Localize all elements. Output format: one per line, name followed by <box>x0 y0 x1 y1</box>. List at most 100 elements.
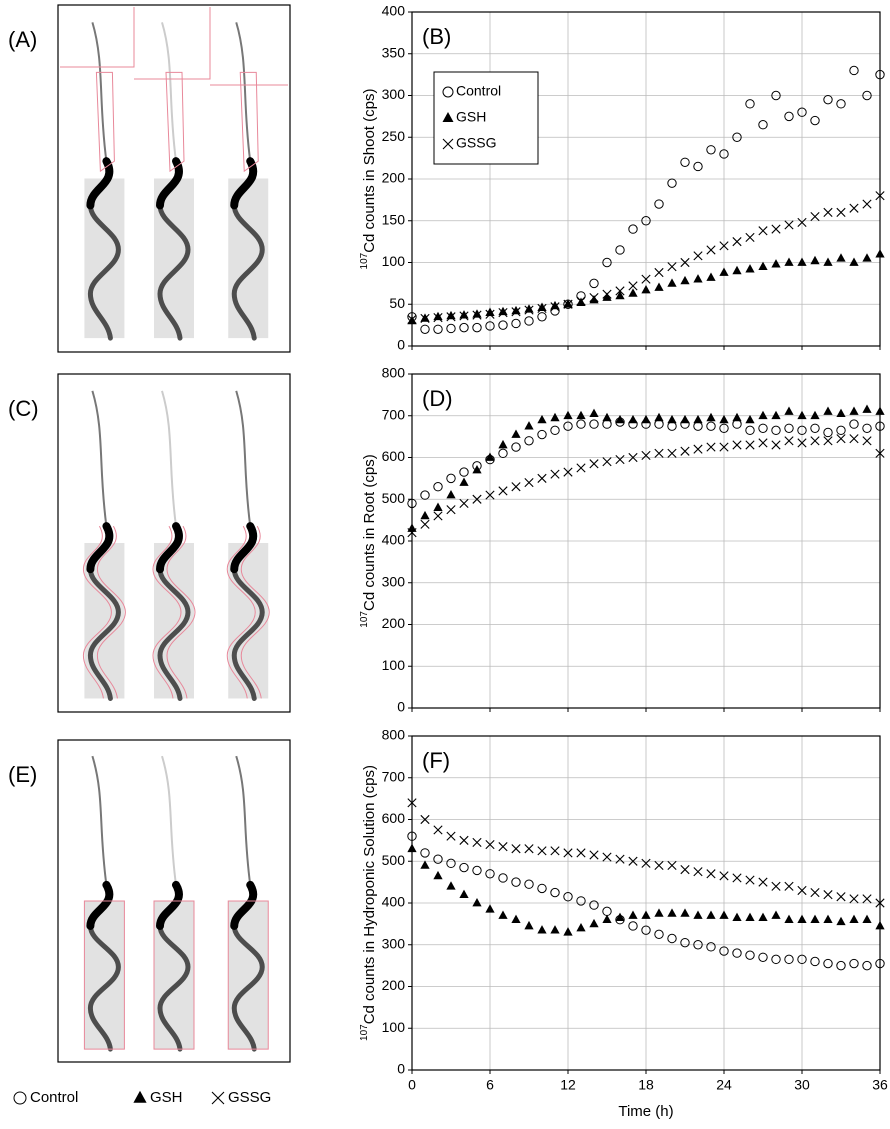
y-tick-label: 0 <box>397 337 405 353</box>
data-point <box>485 452 495 461</box>
data-point <box>550 846 560 856</box>
data-point <box>563 467 573 477</box>
data-point <box>537 883 547 894</box>
panel-label: (A) <box>8 27 37 52</box>
data-point <box>550 412 560 422</box>
data-point <box>550 425 560 436</box>
plot-frame <box>411 373 881 709</box>
data-point <box>511 429 521 438</box>
data-point <box>745 425 755 436</box>
data-point <box>693 910 703 919</box>
data-point <box>745 414 755 424</box>
data-point <box>420 848 430 858</box>
data-point <box>615 454 625 465</box>
data-point <box>459 889 469 899</box>
y-tick-label: 800 <box>382 727 406 743</box>
data-point <box>589 459 599 469</box>
data-point <box>784 257 794 266</box>
root-tip <box>230 522 258 574</box>
data-point <box>550 300 560 310</box>
data-point <box>641 216 651 226</box>
data-point <box>550 925 560 934</box>
data-point <box>875 191 885 201</box>
data-point <box>485 490 495 500</box>
data-point <box>849 203 859 213</box>
data-point <box>433 311 443 321</box>
data-point <box>758 261 768 271</box>
data-point <box>784 423 794 433</box>
data-point <box>810 423 820 433</box>
legend-label: GSSG <box>228 1089 271 1106</box>
data-point <box>875 448 885 458</box>
data-point <box>797 885 807 896</box>
data-point <box>706 910 716 919</box>
legend-label: Control <box>456 83 501 99</box>
y-tick-label: 400 <box>382 3 406 19</box>
data-point <box>524 304 534 313</box>
y-label-text: Cd counts in Root (cps) <box>361 454 378 611</box>
data-point <box>576 419 586 429</box>
roi-outline <box>226 525 256 699</box>
y-label-isotope: 107 <box>359 252 370 269</box>
data-point <box>420 324 430 334</box>
data-point <box>407 798 417 808</box>
data-point <box>732 948 742 958</box>
data-point <box>654 282 664 291</box>
data-point <box>589 408 599 418</box>
data-point <box>771 90 781 101</box>
data-point <box>576 463 586 473</box>
data-point <box>771 259 781 268</box>
y-tick-label: 150 <box>382 211 406 227</box>
data-point <box>537 303 547 314</box>
data-point <box>602 289 612 299</box>
data-point <box>433 324 443 334</box>
data-point <box>576 410 586 420</box>
data-point <box>537 429 547 440</box>
panel-label: (E) <box>8 762 37 787</box>
roi-outline <box>240 525 270 699</box>
y-tick-label: 700 <box>382 406 406 422</box>
data-point <box>524 305 534 315</box>
data-point <box>667 178 677 188</box>
data-point <box>446 858 456 869</box>
data-point <box>719 910 729 919</box>
data-point <box>693 444 703 454</box>
data-point <box>797 425 807 436</box>
x-tick-label: 12 <box>560 1077 576 1093</box>
root-tip <box>230 880 258 930</box>
data-point <box>784 111 794 122</box>
data-point <box>511 482 521 492</box>
data-point <box>797 410 807 420</box>
data-point <box>537 925 547 934</box>
data-point <box>602 412 612 422</box>
data-point <box>628 921 638 931</box>
data-point <box>472 310 482 320</box>
data-point <box>732 132 742 142</box>
data-point <box>563 410 573 420</box>
data-point <box>537 302 547 311</box>
roi-outline <box>83 900 125 1050</box>
data-point <box>797 217 807 228</box>
data-point <box>849 914 859 924</box>
legend-box <box>433 71 539 165</box>
data-point <box>667 448 677 458</box>
data-point <box>628 452 638 463</box>
data-point <box>680 908 690 917</box>
data-point <box>615 286 625 296</box>
data-point <box>654 860 664 871</box>
data-point <box>615 245 625 255</box>
data-point <box>706 145 716 155</box>
data-point <box>771 224 781 234</box>
data-point <box>615 854 625 864</box>
data-point <box>576 296 586 306</box>
data-point <box>706 272 716 281</box>
y-tick-label: 400 <box>382 894 406 910</box>
data-point <box>732 237 742 247</box>
data-point <box>433 870 443 880</box>
data-point <box>511 914 521 924</box>
data-point <box>875 249 885 258</box>
data-point <box>823 257 833 266</box>
data-point <box>667 278 677 287</box>
data-point <box>719 442 729 452</box>
